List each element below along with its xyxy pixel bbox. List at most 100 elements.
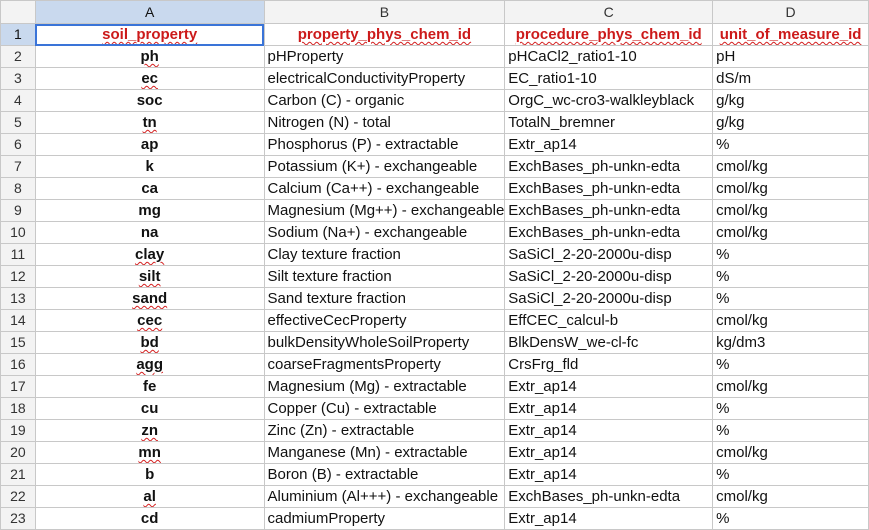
cell-soil-property[interactable]: bd	[34, 331, 265, 354]
cell-property-id[interactable]: electricalConductivityProperty	[263, 67, 506, 90]
cell-unit[interactable]: g/kg	[712, 111, 869, 134]
cell-property-id[interactable]: Copper (Cu) - extractable	[263, 397, 506, 420]
cell-soil-property[interactable]: ph	[34, 45, 265, 68]
cell-procedure-id[interactable]: Extr_ap14	[504, 375, 714, 398]
cell-procedure-id[interactable]: Extr_ap14	[504, 133, 714, 156]
cell-procedure-id[interactable]: EC_ratio1-10	[504, 67, 714, 90]
row-header[interactable]: 15	[0, 331, 36, 354]
cell-property-id[interactable]: Phosphorus (P) - extractable	[263, 133, 506, 156]
cell-unit[interactable]: %	[712, 243, 869, 266]
cell-unit[interactable]: %	[712, 133, 869, 156]
cell-procedure-id[interactable]: ExchBases_ph-unkn-edta	[504, 199, 714, 222]
column-header-a[interactable]: A	[34, 0, 265, 24]
cell-unit[interactable]: %	[712, 287, 869, 310]
row-header[interactable]: 22	[0, 485, 36, 508]
cell-unit[interactable]: cmol/kg	[712, 221, 869, 244]
cell-property-id[interactable]: cadmiumProperty	[263, 507, 506, 530]
cell-procedure-id[interactable]: OrgC_wc-cro3-walkleyblack	[504, 89, 714, 112]
row-header[interactable]: 20	[0, 441, 36, 464]
row-header[interactable]: 21	[0, 463, 36, 486]
row-header[interactable]: 6	[0, 133, 36, 156]
cell-property-id[interactable]: Calcium (Ca++) - exchangeable	[263, 177, 506, 200]
cell-soil-property[interactable]: na	[34, 221, 265, 244]
cell-soil-property[interactable]: cu	[34, 397, 265, 420]
cell-unit[interactable]: %	[712, 463, 869, 486]
cell-b1[interactable]: property_phys_chem_id	[263, 23, 506, 46]
cell-procedure-id[interactable]: EffCEC_calcul-b	[504, 309, 714, 332]
cell-unit[interactable]: cmol/kg	[712, 199, 869, 222]
cell-soil-property[interactable]: cd	[34, 507, 265, 530]
cell-property-id[interactable]: effectiveCecProperty	[263, 309, 506, 332]
column-header-b[interactable]: B	[263, 0, 506, 24]
cell-soil-property[interactable]: cec	[34, 309, 265, 332]
cell-property-id[interactable]: coarseFragmentsProperty	[263, 353, 506, 376]
row-header[interactable]: 11	[0, 243, 36, 266]
cell-procedure-id[interactable]: ExchBases_ph-unkn-edta	[504, 485, 714, 508]
row-header[interactable]: 12	[0, 265, 36, 288]
cell-unit[interactable]: dS/m	[712, 67, 869, 90]
cell-soil-property[interactable]: zn	[34, 419, 265, 442]
cell-soil-property[interactable]: tn	[34, 111, 265, 134]
cell-procedure-id[interactable]: ExchBases_ph-unkn-edta	[504, 155, 714, 178]
row-header[interactable]: 10	[0, 221, 36, 244]
cell-property-id[interactable]: Potassium (K+) - exchangeable	[263, 155, 506, 178]
cell-property-id[interactable]: Clay texture fraction	[263, 243, 506, 266]
row-header-1[interactable]: 1	[0, 23, 36, 46]
cell-unit[interactable]: cmol/kg	[712, 155, 869, 178]
cell-soil-property[interactable]: b	[34, 463, 265, 486]
row-header[interactable]: 8	[0, 177, 36, 200]
cell-procedure-id[interactable]: SaSiCl_2-20-2000u-disp	[504, 287, 714, 310]
cell-procedure-id[interactable]: Extr_ap14	[504, 397, 714, 420]
cell-property-id[interactable]: Sand texture fraction	[263, 287, 506, 310]
cell-property-id[interactable]: Sodium (Na+) - exchangeable	[263, 221, 506, 244]
row-header[interactable]: 2	[0, 45, 36, 68]
row-header[interactable]: 9	[0, 199, 36, 222]
cell-soil-property[interactable]: sand	[34, 287, 265, 310]
cell-property-id[interactable]: Magnesium (Mg) - extractable	[263, 375, 506, 398]
row-header[interactable]: 16	[0, 353, 36, 376]
cell-soil-property[interactable]: fe	[34, 375, 265, 398]
column-header-c[interactable]: C	[504, 0, 714, 24]
cell-soil-property[interactable]: mg	[34, 199, 265, 222]
cell-c1[interactable]: procedure_phys_chem_id	[504, 23, 714, 46]
cell-soil-property[interactable]: silt	[34, 265, 265, 288]
select-all-corner[interactable]	[0, 0, 36, 24]
cell-soil-property[interactable]: ca	[34, 177, 265, 200]
cell-procedure-id[interactable]: CrsFrg_fld	[504, 353, 714, 376]
cell-property-id[interactable]: bulkDensityWholeSoilProperty	[263, 331, 506, 354]
cell-soil-property[interactable]: ec	[34, 67, 265, 90]
cell-procedure-id[interactable]: SaSiCl_2-20-2000u-disp	[504, 243, 714, 266]
cell-soil-property[interactable]: agg	[34, 353, 265, 376]
cell-procedure-id[interactable]: Extr_ap14	[504, 507, 714, 530]
row-header[interactable]: 23	[0, 507, 36, 530]
cell-unit[interactable]: cmol/kg	[712, 485, 869, 508]
cell-procedure-id[interactable]: SaSiCl_2-20-2000u-disp	[504, 265, 714, 288]
cell-unit[interactable]: cmol/kg	[712, 375, 869, 398]
cell-procedure-id[interactable]: pHCaCl2_ratio1-10	[504, 45, 714, 68]
cell-soil-property[interactable]: al	[34, 485, 265, 508]
cell-soil-property[interactable]: k	[34, 155, 265, 178]
cell-unit[interactable]: %	[712, 265, 869, 288]
cell-procedure-id[interactable]: ExchBases_ph-unkn-edta	[504, 221, 714, 244]
cell-unit[interactable]: cmol/kg	[712, 177, 869, 200]
cell-d1[interactable]: unit_of_measure_id	[712, 23, 869, 46]
cell-soil-property[interactable]: soc	[34, 89, 265, 112]
cell-property-id[interactable]: Carbon (C) - organic	[263, 89, 506, 112]
cell-property-id[interactable]: pHProperty	[263, 45, 506, 68]
row-header[interactable]: 5	[0, 111, 36, 134]
cell-procedure-id[interactable]: Extr_ap14	[504, 419, 714, 442]
cell-property-id[interactable]: Silt texture fraction	[263, 265, 506, 288]
row-header[interactable]: 13	[0, 287, 36, 310]
row-header[interactable]: 19	[0, 419, 36, 442]
cell-unit[interactable]: pH	[712, 45, 869, 68]
cell-property-id[interactable]: Zinc (Zn) - extractable	[263, 419, 506, 442]
cell-procedure-id[interactable]: Extr_ap14	[504, 463, 714, 486]
cell-property-id[interactable]: Magnesium (Mg++) - exchangeable	[263, 199, 506, 222]
column-header-d[interactable]: D	[712, 0, 869, 24]
cell-procedure-id[interactable]: ExchBases_ph-unkn-edta	[504, 177, 714, 200]
cell-property-id[interactable]: Aluminium (Al+++) - exchangeable	[263, 485, 506, 508]
cell-soil-property[interactable]: ap	[34, 133, 265, 156]
cell-a1[interactable]: soil_property	[34, 23, 265, 46]
cell-unit[interactable]: %	[712, 397, 869, 420]
cell-property-id[interactable]: Manganese (Mn) - extractable	[263, 441, 506, 464]
